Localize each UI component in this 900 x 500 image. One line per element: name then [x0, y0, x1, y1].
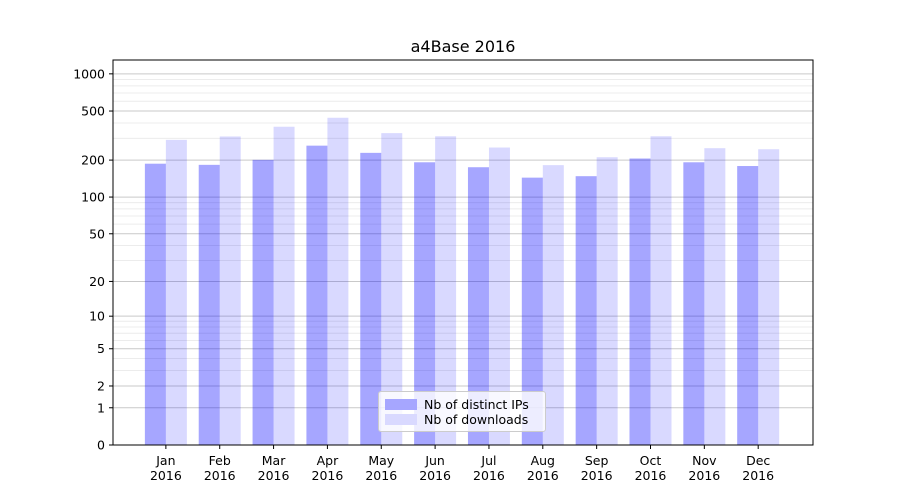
- bar-downloads-mar: [273, 126, 295, 446]
- bar-distinct-ips-jan: [144, 163, 166, 445]
- bar-distinct-ips-may: [360, 152, 382, 446]
- bar-downloads-aug: [542, 165, 564, 445]
- y-tick-label-500: 500: [81, 104, 105, 119]
- y-tick-label-200: 200: [81, 153, 105, 168]
- bar-downloads-jun: [435, 136, 457, 446]
- plot-border: [112, 59, 814, 446]
- x-tick-label-month-nov: Nov: [692, 453, 717, 468]
- bar-distinct-ips-feb: [198, 164, 220, 445]
- x-tick-label-year-mar: 2016: [258, 468, 290, 483]
- x-tick-label-year-feb: 2016: [204, 468, 236, 483]
- bar-distinct-ips-jun: [414, 162, 436, 446]
- y-tick-label-0: 0: [97, 438, 105, 453]
- bar-distinct-ips-mar: [252, 159, 274, 445]
- x-tick-label-year-jul: 2016: [473, 468, 505, 483]
- bar-distinct-ips-aug: [521, 177, 543, 445]
- bar-downloads-feb: [219, 136, 241, 445]
- y-tick-label-20: 20: [89, 274, 105, 289]
- y-tick-label-5: 5: [97, 341, 105, 356]
- legend-swatch-distinct-ips: [385, 399, 417, 410]
- x-tick-label-month-sep: Sep: [585, 453, 609, 468]
- bar-downloads-dec: [758, 149, 780, 445]
- bar-downloads-jul: [488, 147, 510, 445]
- bar-distinct-ips-apr: [306, 145, 328, 445]
- legend: Nb of distinct IPs Nb of downloads: [378, 391, 546, 432]
- bar-distinct-ips-nov: [683, 162, 705, 446]
- legend-swatch-downloads: [385, 414, 417, 425]
- bar-distinct-ips-dec: [737, 166, 759, 445]
- y-tick-label-10: 10: [89, 309, 105, 324]
- x-tick-label-month-apr: Apr: [317, 453, 339, 468]
- bar-downloads-sep: [596, 157, 618, 446]
- x-tick-label-year-oct: 2016: [635, 468, 667, 483]
- x-tick-label-month-aug: Aug: [531, 453, 555, 468]
- x-tick-label-year-apr: 2016: [312, 468, 344, 483]
- x-tick-label-month-feb: Feb: [209, 453, 231, 468]
- bar-distinct-ips-oct: [629, 158, 651, 445]
- bar-downloads-may: [381, 133, 403, 445]
- legend-label-distinct-ips: Nb of distinct IPs: [424, 397, 529, 412]
- y-tick-label-1000: 1000: [73, 66, 105, 81]
- chart-title: a4Base 2016: [410, 37, 516, 56]
- x-tick-label-month-mar: Mar: [262, 453, 286, 468]
- x-tick-label-year-sep: 2016: [581, 468, 613, 483]
- y-tick-label-1: 1: [97, 400, 105, 415]
- x-tick-label-year-dec: 2016: [742, 468, 774, 483]
- bar-distinct-ips-jul: [467, 167, 489, 445]
- legend-item-downloads: Nb of downloads: [385, 412, 537, 427]
- y-tick-label-100: 100: [81, 190, 105, 205]
- bar-distinct-ips-sep: [575, 176, 597, 445]
- x-tick-label-year-jun: 2016: [419, 468, 451, 483]
- x-tick-label-month-jun: Jun: [424, 453, 445, 468]
- legend-item-distinct-ips: Nb of distinct IPs: [385, 397, 537, 412]
- x-tick-label-year-nov: 2016: [688, 468, 720, 483]
- x-tick-label-year-may: 2016: [365, 468, 397, 483]
- bar-downloads-nov: [704, 148, 726, 446]
- x-tick-label-year-jan: 2016: [150, 468, 182, 483]
- y-tick-label-2: 2: [97, 378, 105, 393]
- x-tick-label-month-jan: Jan: [155, 453, 175, 468]
- legend-label-downloads: Nb of downloads: [424, 412, 529, 427]
- bar-downloads-apr: [327, 117, 349, 446]
- x-tick-label-month-jul: Jul: [480, 453, 496, 468]
- bar-downloads-oct: [650, 136, 672, 446]
- bar-downloads-jan: [165, 139, 187, 445]
- x-tick-label-month-oct: Oct: [640, 453, 662, 468]
- y-tick-label-50: 50: [89, 226, 105, 241]
- x-tick-label-month-may: May: [368, 453, 394, 468]
- x-tick-label-year-aug: 2016: [527, 468, 559, 483]
- x-tick-label-month-dec: Dec: [746, 453, 770, 468]
